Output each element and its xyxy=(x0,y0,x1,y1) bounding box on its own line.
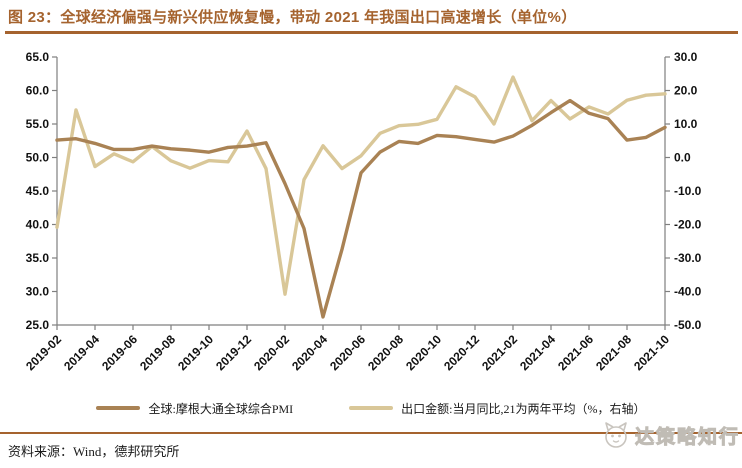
right-tick-label: -10.0 xyxy=(674,184,702,198)
footer-divider xyxy=(0,432,742,434)
left-tick-label: 55.0 xyxy=(26,117,50,131)
export-line-swatch xyxy=(349,406,394,410)
x-tick-label: 2019-10 xyxy=(175,332,216,373)
x-tick-label: 2021-02 xyxy=(479,332,520,373)
left-tick-label: 65.0 xyxy=(26,50,50,64)
left-tick-label: 60.0 xyxy=(26,84,50,98)
watermark-text: 达策略知行 xyxy=(634,426,740,448)
watermark: 达策略知行 xyxy=(601,420,740,450)
chart-legend: 全球:摩根大通全球综合PMI 出口金额:当月同比,21为两年平均（%，右轴） xyxy=(0,398,742,418)
x-tick-label: 2020-08 xyxy=(365,332,406,373)
right-tick-label: 20.0 xyxy=(674,84,698,98)
right-tick-label: -30.0 xyxy=(674,251,702,265)
legend-item-pmi: 全球:摩根大通全球综合PMI xyxy=(96,400,293,417)
right-tick-label: -40.0 xyxy=(674,285,702,299)
x-tick-label: 2019-12 xyxy=(213,332,254,373)
left-tick-label: 35.0 xyxy=(26,251,50,265)
left-tick-label: 50.0 xyxy=(26,151,50,165)
x-tick-label: 2020-02 xyxy=(251,332,292,373)
left-tick-label: 25.0 xyxy=(26,318,50,332)
x-tick-label: 2021-08 xyxy=(593,332,634,373)
left-tick-label: 30.0 xyxy=(26,285,50,299)
x-tick-label: 2021-04 xyxy=(517,332,558,373)
x-tick-label: 2019-04 xyxy=(61,332,102,373)
right-tick-label: -20.0 xyxy=(674,218,702,232)
legend-item-export: 出口金额:当月同比,21为两年平均（%，右轴） xyxy=(349,400,646,417)
x-tick-label: 2020-04 xyxy=(289,332,330,373)
x-tick-label: 2019-06 xyxy=(99,332,140,373)
right-tick-label: 0.0 xyxy=(674,151,691,165)
pmi-line xyxy=(55,98,667,319)
x-tick-label: 2020-12 xyxy=(441,332,482,373)
legend-label-pmi: 全球:摩根大通全球综合PMI xyxy=(148,401,294,416)
export-line xyxy=(55,75,667,296)
x-tick-label: 2020-10 xyxy=(403,332,444,373)
title-divider xyxy=(5,31,738,34)
x-tick-label: 2020-06 xyxy=(327,332,368,373)
right-tick-label: 10.0 xyxy=(674,117,698,131)
figure-title: 图 23：全球经济偏强与新兴供应恢复慢，带动 2021 年我国出口高速增长（单位… xyxy=(8,9,577,26)
x-tick-label: 2019-02 xyxy=(23,332,64,373)
source-note: 资料来源：Wind，德邦研究所 xyxy=(8,444,180,459)
watermark-logo-icon xyxy=(605,422,627,448)
right-tick-label: 30.0 xyxy=(674,50,698,64)
right-tick-label: -50.0 xyxy=(674,318,702,332)
left-tick-label: 40.0 xyxy=(26,218,50,232)
x-tick-label: 2021-10 xyxy=(631,332,672,373)
x-tick-label: 2021-06 xyxy=(555,332,596,373)
x-tick-label: 2019-08 xyxy=(137,332,178,373)
legend-label-export: 出口金额:当月同比,21为两年平均（%，右轴） xyxy=(401,401,646,416)
left-tick-label: 45.0 xyxy=(26,184,50,198)
pmi-line-swatch xyxy=(96,406,141,410)
